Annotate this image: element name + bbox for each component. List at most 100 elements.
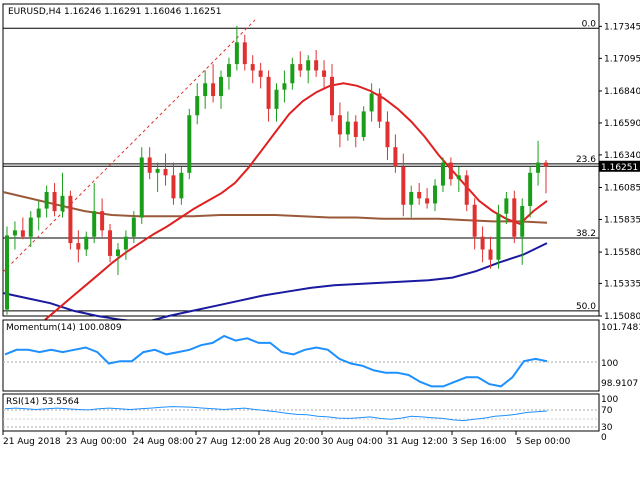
candle-body <box>92 211 97 237</box>
rsi-scale-bottom: 0 <box>601 433 607 443</box>
candle-body <box>417 191 422 199</box>
time-tick-label: 27 Aug 12:00 <box>196 437 257 447</box>
candle-body <box>234 42 239 65</box>
candle-body <box>322 70 327 77</box>
rsi-panel-frame <box>2 393 600 432</box>
chart-ohlc: 1.16246 1.16291 1.16046 1.16251 <box>64 7 221 17</box>
candle-body <box>84 236 89 250</box>
price-tick-label: 1.17095 <box>604 54 640 64</box>
candle-body <box>528 172 533 207</box>
momentum-panel-frame <box>2 319 600 392</box>
candle-body <box>369 93 374 112</box>
fibonacci-label: 38.2 <box>576 229 596 239</box>
price-tick-label: 1.16590 <box>604 119 640 129</box>
fibonacci-label: 23.6 <box>576 155 596 165</box>
candle-body <box>274 89 279 109</box>
price-tick-label: 1.16340 <box>604 151 640 161</box>
candle-body <box>385 121 390 148</box>
rsi-panel[interactable]: RSI(14) 53.5564 100 70 30 0 <box>2 393 618 443</box>
candle-body <box>290 64 295 84</box>
price-panel-frame <box>2 3 600 317</box>
time-tick-label: 21 Aug 2018 <box>3 437 61 447</box>
fibonacci-trendline <box>2 19 256 273</box>
candle-body <box>147 157 152 173</box>
candle-body <box>409 191 414 205</box>
candle-body <box>155 168 160 173</box>
price-tick-label: 1.16085 <box>604 183 640 193</box>
candle-body <box>20 230 25 237</box>
candle-body <box>250 64 255 71</box>
time-tick-label: 5 Sep 00:00 <box>516 437 571 447</box>
rsi-title: RSI(14) 53.5564 <box>6 397 79 407</box>
time-axis: 21 Aug 2018 23 Aug 00:00 24 Aug 08:00 27 Au… <box>2 431 571 447</box>
candle-body <box>203 83 208 97</box>
chart-symbol: EURUSD,H4 <box>8 7 61 17</box>
candle-body <box>448 162 453 180</box>
candle-body <box>433 185 438 204</box>
candle-body <box>211 83 216 97</box>
candle-body <box>195 96 200 116</box>
candle-body <box>179 172 184 199</box>
momentum-title: Momentum(14) 100.0809 <box>6 323 122 333</box>
price-tick-label: 1.16840 <box>604 87 640 97</box>
price-tick-label: 1.17345 <box>604 22 640 32</box>
candle-body <box>306 60 311 71</box>
price-tag-bg <box>599 160 640 172</box>
candle-body <box>472 204 477 237</box>
candle-body <box>219 76 224 97</box>
candle-body <box>187 115 192 173</box>
price-panel[interactable]: 0.0 23.6 38.2 50.0 EURUSD,H4 1.16246 1.1629… <box>2 3 640 324</box>
candle-body <box>115 249 120 256</box>
candle-body <box>108 230 113 256</box>
candle-body <box>131 217 136 237</box>
price-tick-label: 1.15580 <box>604 248 640 258</box>
candles <box>5 25 548 315</box>
candle-body <box>512 198 517 237</box>
candle-body <box>68 195 73 244</box>
candle-body <box>52 191 57 212</box>
momentum-line <box>4 334 548 388</box>
price-tick-label: 1.15835 <box>604 215 640 225</box>
candle-body <box>401 166 406 205</box>
time-tick-label: 24 Aug 08:00 <box>133 437 194 447</box>
momentum-tick-bottom: 98.9107 <box>601 379 638 389</box>
price-axis: 1.17345 1.17095 1.16840 1.16590 1.16340 1.160… <box>599 22 640 322</box>
candle-body <box>425 198 430 204</box>
candle-body <box>314 60 319 71</box>
candle-body <box>36 208 41 218</box>
momentum-tick-top: 101.7481 <box>601 323 640 333</box>
candle-body <box>456 175 461 180</box>
candle-body <box>266 76 271 109</box>
candle-body <box>440 162 445 186</box>
candle-body <box>226 64 231 77</box>
candle-body <box>361 111 366 137</box>
candle-body <box>139 157 144 218</box>
rsi-line <box>4 406 548 422</box>
candle-body <box>544 162 548 167</box>
momentum-tick-mid: 100 <box>601 359 618 369</box>
candle-body <box>504 198 509 214</box>
rsi-tick-30: 30 <box>601 423 613 433</box>
candle-body <box>258 70 263 77</box>
candle-body <box>377 93 382 122</box>
time-tick-label: 31 Aug 12:00 <box>387 437 448 447</box>
time-tick-label: 28 Aug 20:00 <box>259 437 320 447</box>
candle-body <box>282 83 287 90</box>
current-price-label: 1.16251 <box>601 163 638 173</box>
candle-body <box>536 162 541 173</box>
candle-body <box>464 175 469 205</box>
price-tick-label: 1.15080 <box>604 312 640 322</box>
candle-body <box>60 195 65 212</box>
candle-body <box>242 42 247 65</box>
sma-slow-line <box>2 242 548 324</box>
price-tick-label: 1.15335 <box>604 279 640 289</box>
candle-body <box>12 230 17 236</box>
candle-body <box>480 236 485 250</box>
candle-body <box>353 121 358 137</box>
candle-body <box>345 121 350 135</box>
time-tick-label: 30 Aug 04:00 <box>322 437 383 447</box>
candle-body <box>28 217 33 237</box>
momentum-panel[interactable]: Momentum(14) 100.0809 101.7481 100 98.91… <box>2 319 640 392</box>
candle-body <box>298 64 303 71</box>
